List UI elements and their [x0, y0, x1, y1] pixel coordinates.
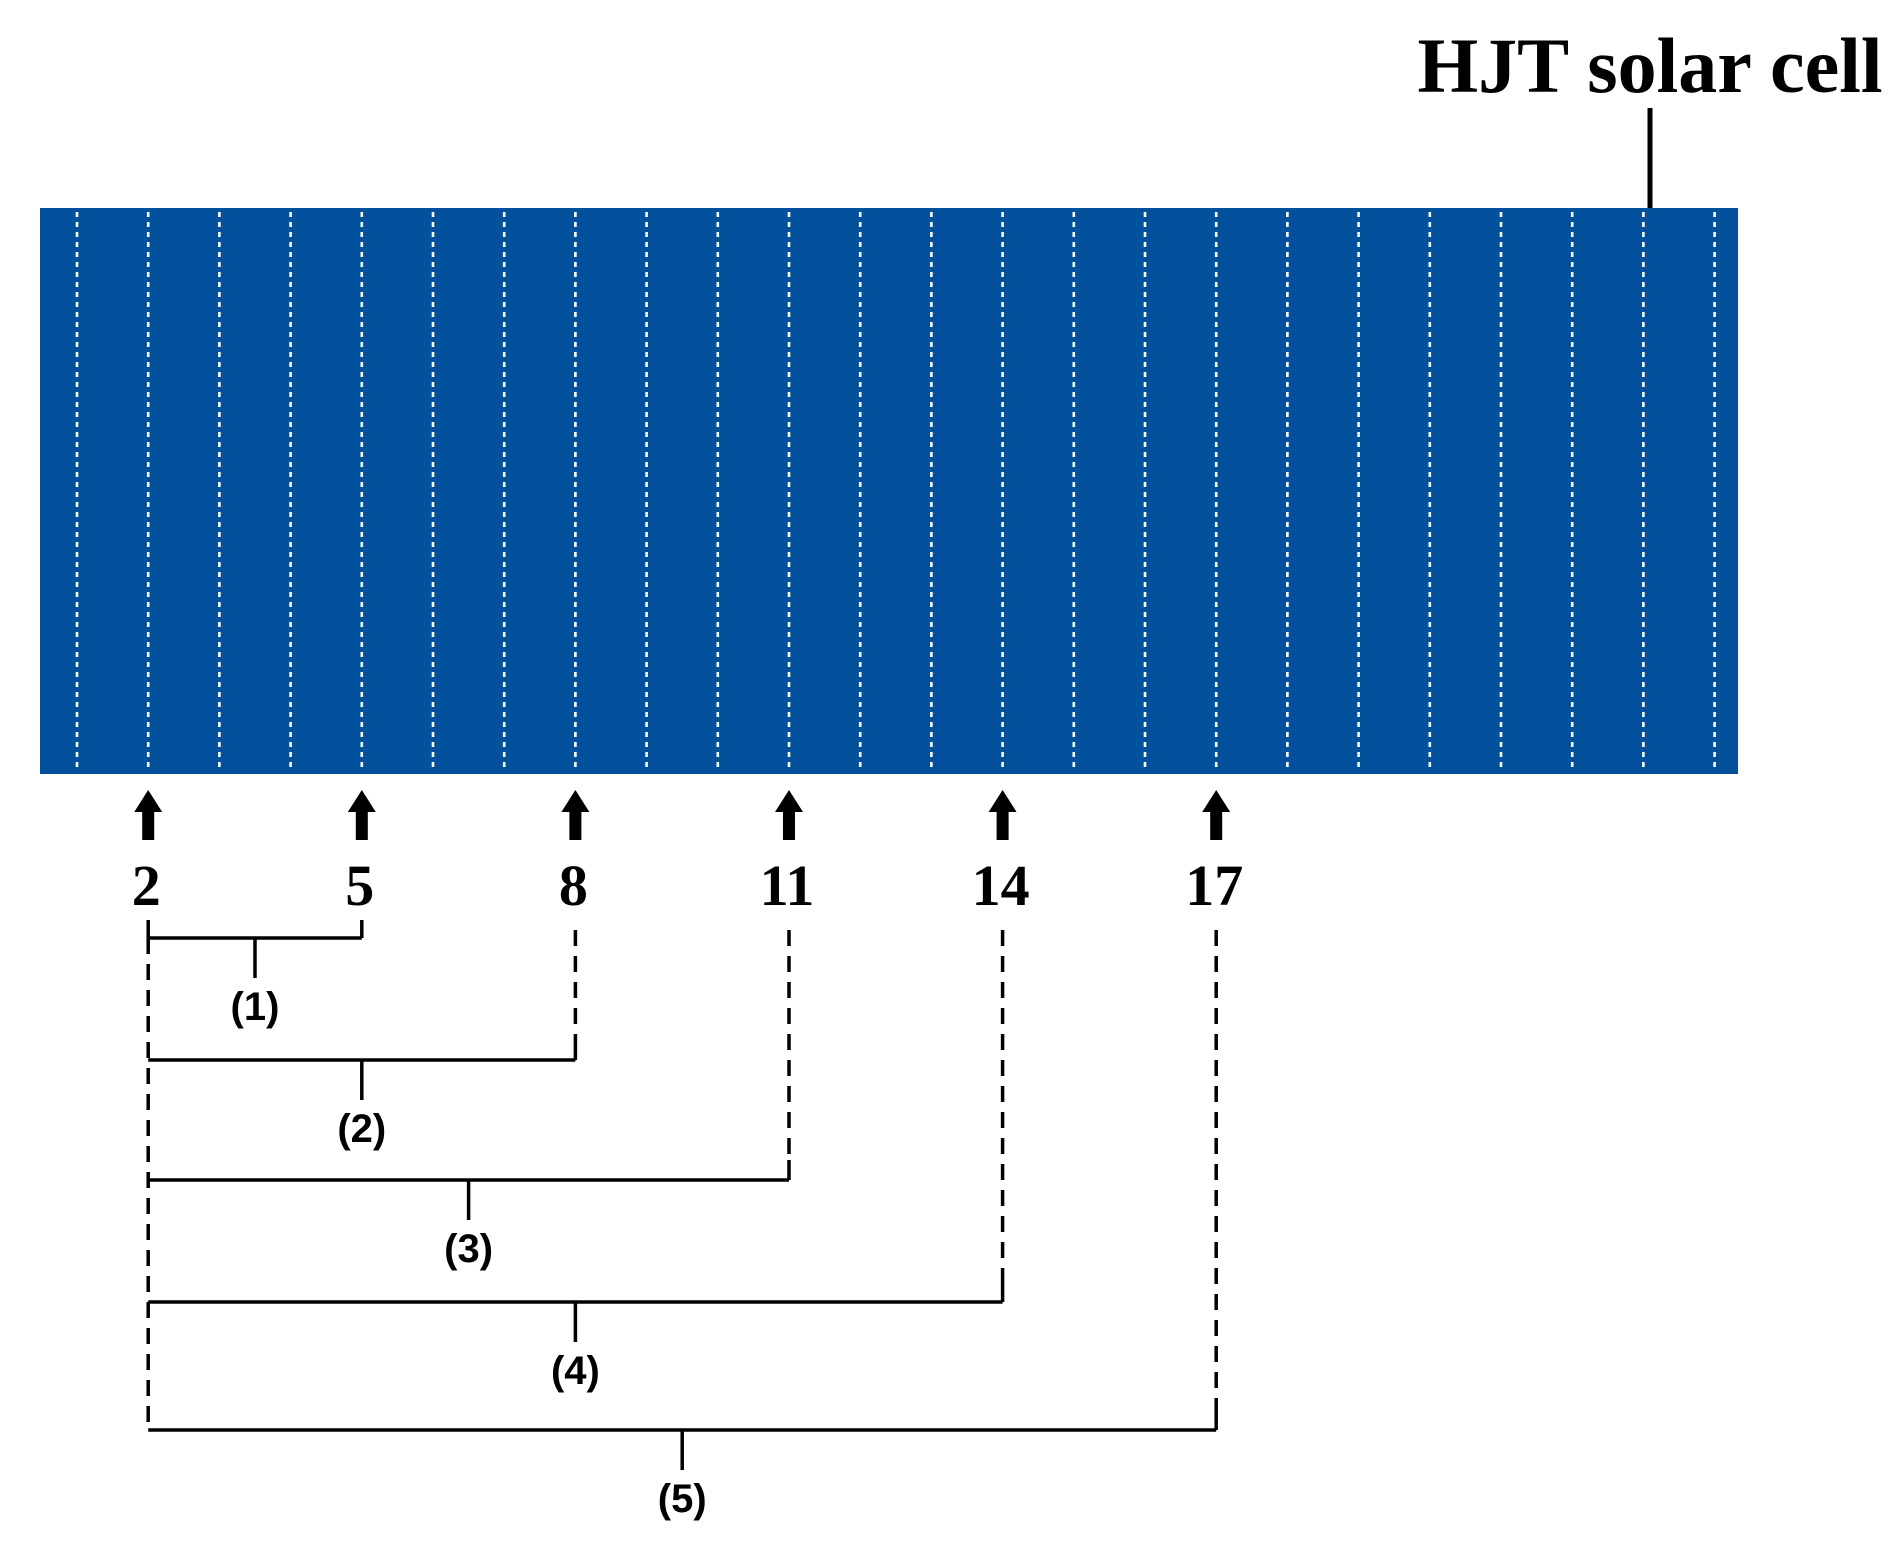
diagram-title: HJT solar cell	[1417, 22, 1882, 109]
finger-number-label: 14	[972, 853, 1030, 918]
group-label: (4)	[551, 1349, 600, 1393]
solar-cell-wafer	[40, 208, 1738, 774]
up-arrow-icon	[347, 790, 376, 840]
finger-arrows	[134, 790, 1231, 840]
finger-number-label: 2	[132, 853, 161, 918]
up-arrow-icon	[1202, 790, 1231, 840]
up-arrow-icon	[561, 790, 590, 840]
finger-number-label: 17	[1185, 853, 1243, 918]
finger-number-labels: 2 5 8 11 14 17	[132, 853, 1243, 918]
group-label: (5)	[658, 1477, 707, 1521]
finger-number-label: 11	[760, 853, 815, 918]
group-label: (2)	[337, 1107, 386, 1151]
measurement-brackets: (1) (2) (3) (4) (5)	[146, 920, 1218, 1521]
finger-number-label: 8	[559, 853, 588, 918]
finger-number-label: 5	[345, 853, 374, 918]
group-label: (3)	[444, 1227, 493, 1271]
group-label: (1)	[231, 985, 280, 1029]
up-arrow-icon	[134, 790, 163, 840]
up-arrow-icon	[775, 790, 803, 840]
cell-fingers	[75, 212, 1716, 772]
up-arrow-icon	[988, 790, 1017, 840]
